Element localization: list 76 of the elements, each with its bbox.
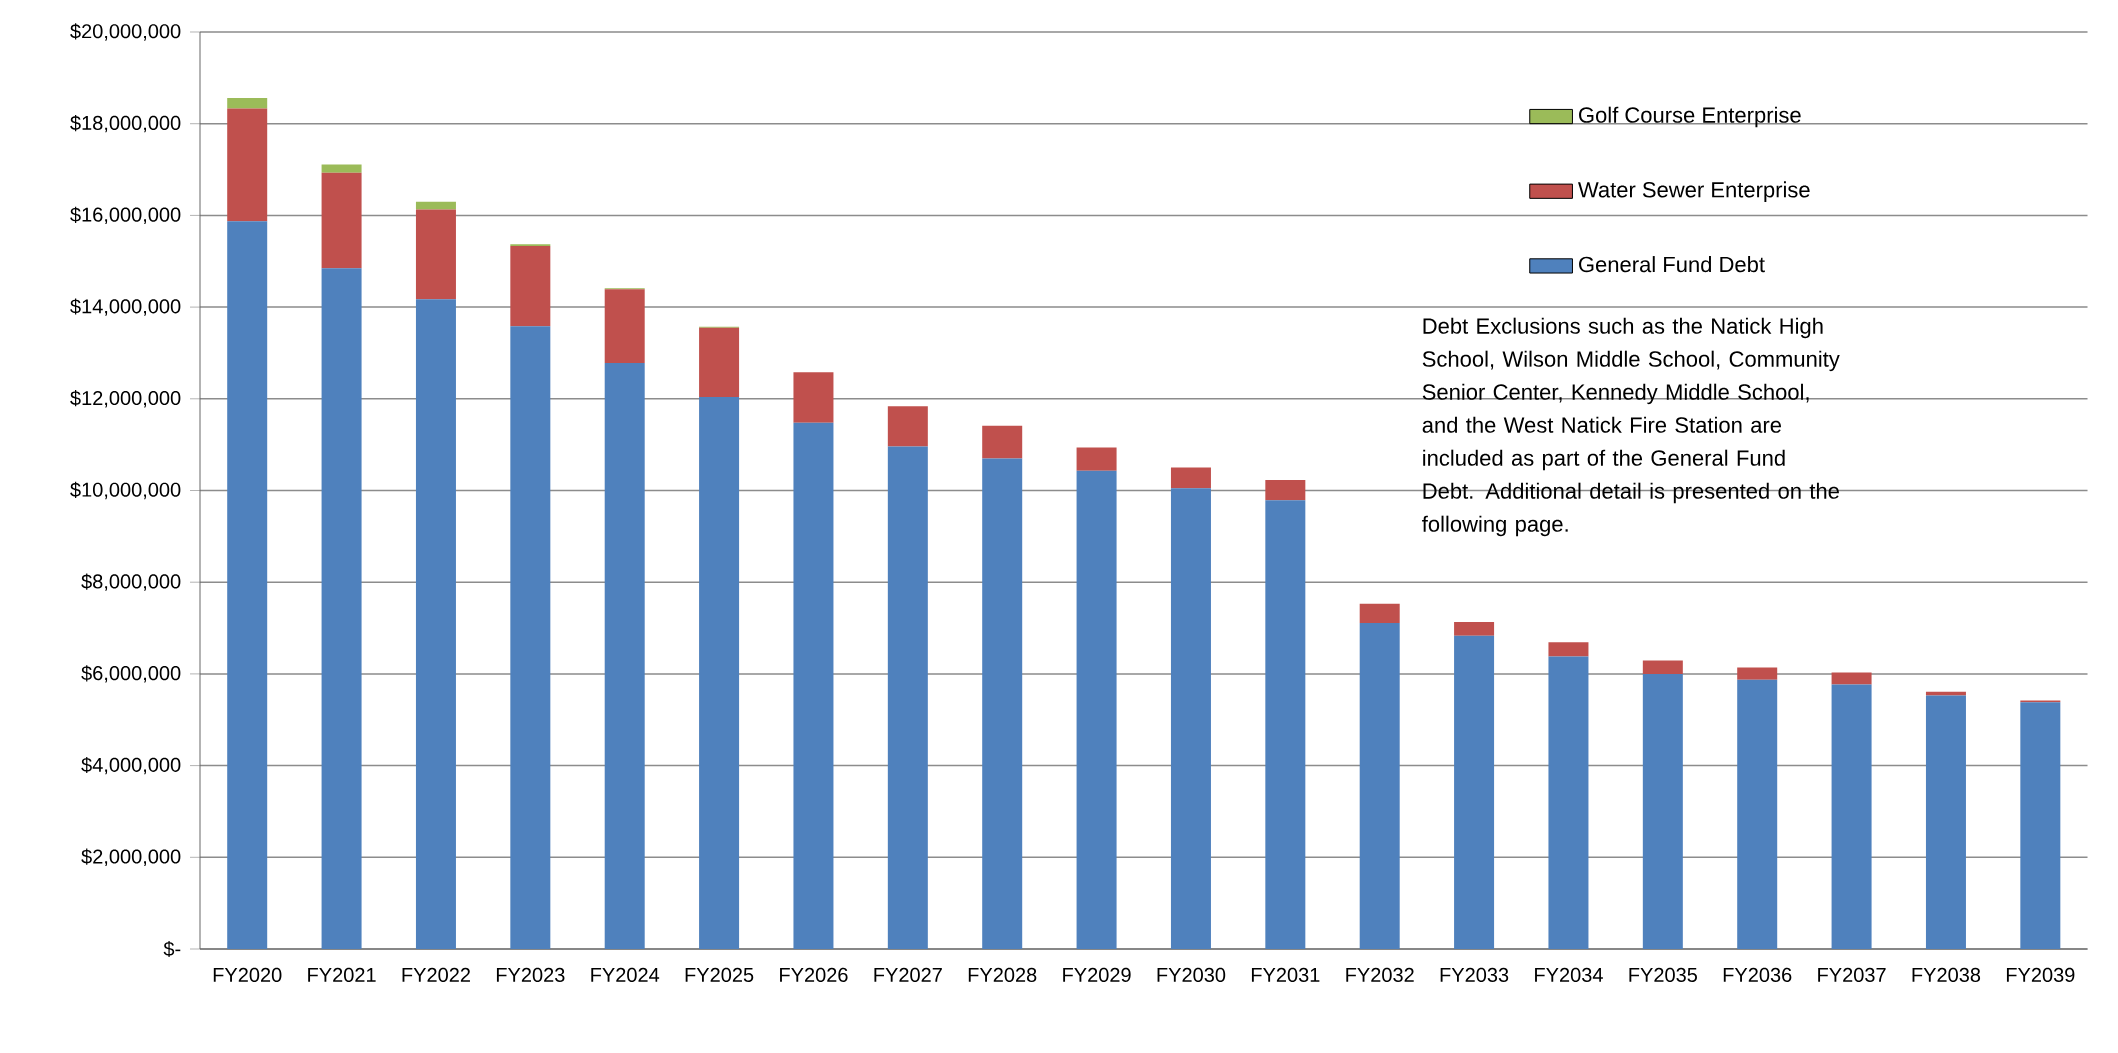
y-tick-label: $20,000,000 (70, 23, 181, 41)
bar (321, 164, 362, 173)
x-tick-label: FY2032 (1346, 967, 1414, 982)
bar (1265, 500, 1306, 950)
bar (982, 458, 1023, 950)
bar (227, 98, 268, 109)
y-tick-label: $16,000,000 (70, 206, 181, 225)
x-tick-label: FY2037 (1818, 967, 1886, 982)
bar (887, 406, 928, 447)
x-tick-label: FY2034 (1535, 967, 1603, 982)
bar (1076, 470, 1117, 950)
bar (227, 108, 268, 222)
bar (1265, 479, 1306, 501)
bar (1737, 679, 1778, 950)
bar (415, 299, 456, 950)
bar (793, 372, 834, 423)
bar (227, 221, 268, 950)
bar (2020, 702, 2061, 950)
y-tick-label: $10,000,000 (70, 481, 181, 500)
bar (321, 172, 362, 269)
bar (793, 422, 834, 950)
bar (510, 326, 551, 950)
x-tick-label: FY2027 (874, 967, 942, 982)
bar (1359, 603, 1400, 624)
x-tick-label: FY2028 (968, 967, 1037, 982)
bar (982, 425, 1023, 459)
x-tick-label: FY2033 (1440, 967, 1509, 982)
annotation: Debt Exclusions such as the Natick High School, Wilson Middle School, Community Senior Center, Kennedy Middle School, and the West Natick Fire Station are included as part of the General Fund Debt. Additional detail is presented on the following page. (1422, 317, 1840, 537)
x-tick-label: FY2039 (2006, 967, 2075, 982)
y-tick-label: $14,000,000 (70, 298, 181, 316)
y-tick-label: $4,000,000 (81, 756, 181, 775)
legend-label: General Fund Debt (1579, 256, 1765, 273)
bar (1170, 467, 1211, 489)
x-tick-label: FY2036 (1723, 967, 1792, 982)
bar (1548, 642, 1589, 657)
bar (1642, 660, 1683, 674)
bar (510, 246, 551, 327)
bar (699, 396, 740, 950)
y-tick-label: $18,000,000 (70, 115, 181, 133)
x-tick-label: FY2023 (496, 967, 565, 982)
bar (1359, 623, 1400, 950)
bar (1454, 635, 1495, 950)
bar (1831, 684, 1872, 950)
x-tick-label: FY2025 (685, 967, 754, 982)
bar (1642, 673, 1683, 950)
y-tick-label: $8,000,000 (81, 573, 181, 591)
x-tick-label: FY2030 (1157, 967, 1226, 982)
bar (415, 209, 456, 300)
bar (1170, 488, 1211, 950)
bar (604, 289, 645, 364)
bar (1548, 656, 1589, 950)
x-tick-label: FY2035 (1629, 967, 1697, 982)
y-tick-label: $12,000,000 (70, 390, 181, 408)
x-tick-label: FY2022 (402, 967, 470, 982)
y-tick-label: $6,000,000 (81, 665, 181, 683)
x-tick-label: FY2031 (1251, 967, 1320, 982)
legend-label: Water Sewer Enterprise (1578, 181, 1810, 202)
x-tick-label: FY2024 (591, 967, 660, 982)
x-tick-label: FY2020 (213, 967, 282, 982)
x-tick-label: FY2026 (780, 967, 848, 982)
bar (604, 363, 645, 950)
bar (1454, 622, 1495, 636)
x-tick-label: FY2038 (1912, 967, 1981, 982)
bar (1737, 667, 1778, 680)
x-tick-label: FY2021 (308, 967, 376, 982)
bar (699, 327, 740, 397)
bar (1831, 672, 1872, 685)
x-tick-label: FY2029 (1063, 967, 1131, 982)
legend-label: Golf Course Enterprise (1579, 106, 1801, 128)
bar (1076, 447, 1117, 471)
bar (321, 268, 362, 950)
y-tick-label: $- (163, 940, 181, 958)
bar (415, 201, 456, 210)
bar (1925, 695, 1966, 950)
y-tick-label: $2,000,000 (81, 848, 181, 866)
bar (887, 446, 928, 950)
